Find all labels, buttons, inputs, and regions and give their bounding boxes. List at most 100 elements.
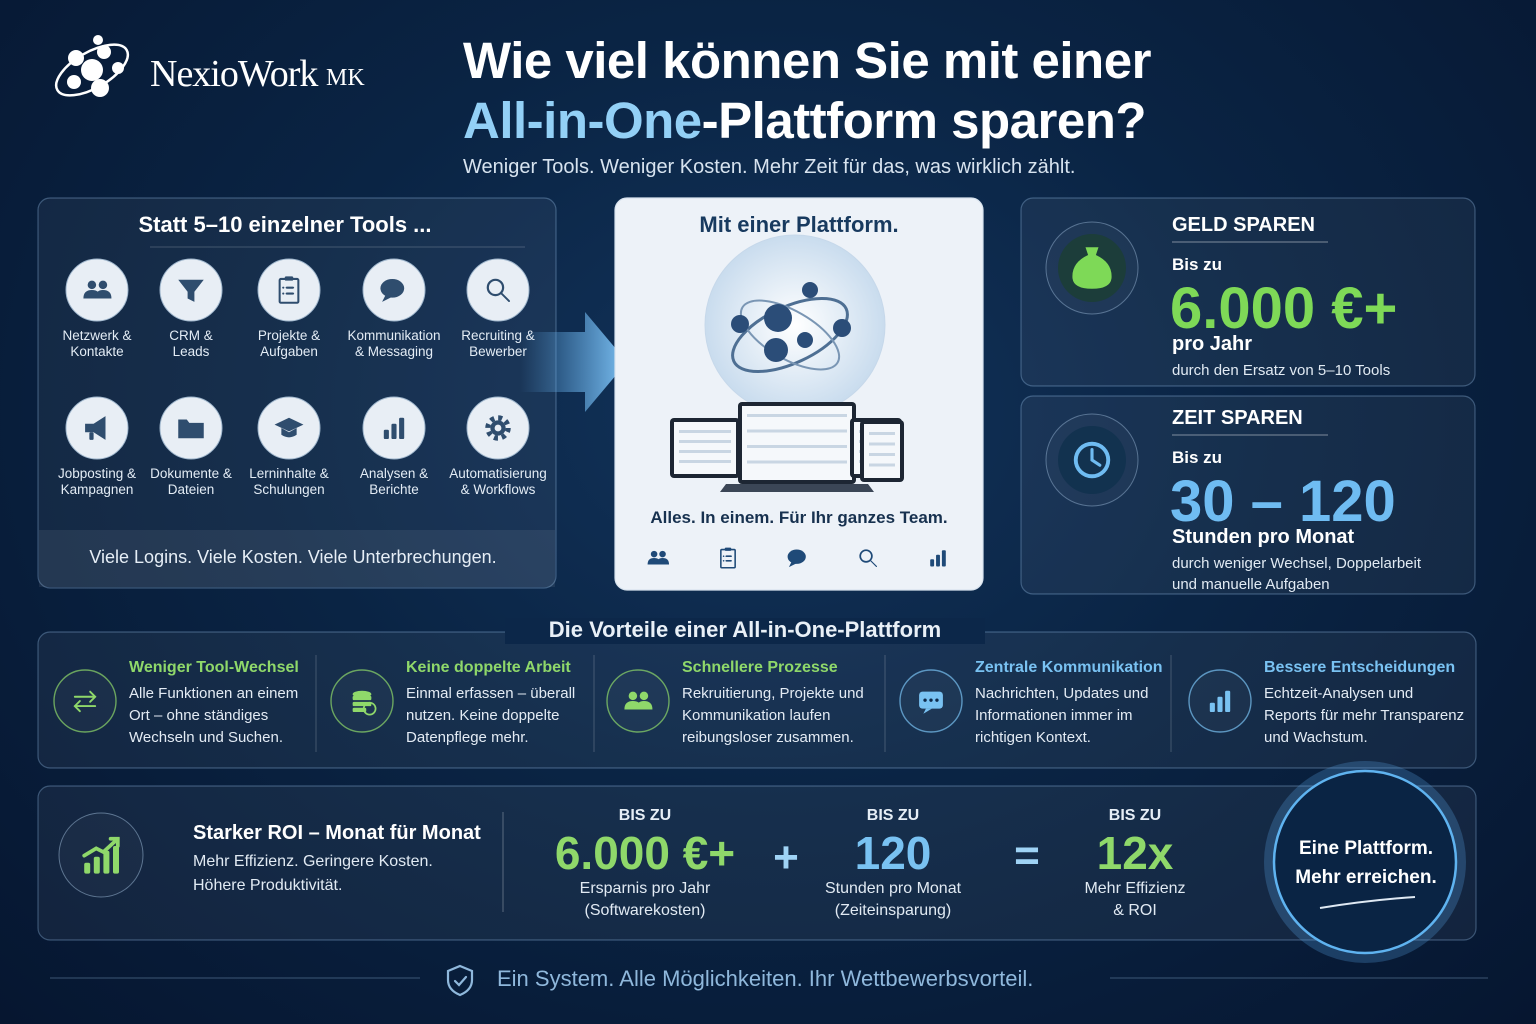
icon-glyph <box>859 549 877 567</box>
glyph-part <box>391 423 397 440</box>
platform-node <box>797 332 813 348</box>
tool-icon <box>257 258 321 322</box>
title-line-2: All-in-One-Plattform sparen? <box>463 90 1147 151</box>
icon-glyph <box>930 550 946 567</box>
roi-icon-ring <box>58 812 144 898</box>
glyph-part <box>282 292 285 295</box>
roi-prefix: BIS ZU <box>618 807 672 824</box>
glyph-part <box>284 276 294 281</box>
glyph-part <box>936 554 940 567</box>
icon-glyph <box>647 550 670 565</box>
savings-icon-ring <box>1045 221 1139 315</box>
badge-glow <box>1264 761 1466 963</box>
glyph-part <box>446 964 474 997</box>
savings-value: 6.000 €+ <box>1170 276 1398 341</box>
device-screen <box>742 406 852 480</box>
screen-line <box>747 460 847 464</box>
savings-card <box>1020 197 1476 387</box>
glyph-part <box>788 561 797 568</box>
benefits-title-bg <box>505 618 985 644</box>
glyph-part <box>725 559 732 562</box>
roi-operator: = <box>1014 831 1040 880</box>
benefit-title: Weniger Tool-Wechsel <box>129 659 299 676</box>
glyph-part <box>1072 247 1112 289</box>
roi-label: Ersparnis pro Jahr (Softwarekosten) <box>579 880 711 920</box>
glyph-part <box>1209 702 1215 713</box>
logo-node <box>67 75 81 89</box>
glyph-part <box>486 278 505 297</box>
icon-glyph <box>485 415 511 441</box>
tools-panel <box>37 197 557 589</box>
savings-unit: pro Jahr <box>1172 333 1253 355</box>
logo-node <box>68 50 84 66</box>
screen-line <box>747 414 847 417</box>
savings-unit: Stunden pro Monat <box>1172 526 1355 548</box>
screen-line <box>679 450 731 453</box>
benefits-title: Die Vorteile einer All-in-One-Plattform <box>548 617 942 642</box>
tool-label: Recruiting & Bewerber <box>461 328 535 360</box>
icon-glyph <box>1073 441 1111 479</box>
glyph-part <box>659 550 666 558</box>
glyph-part <box>113 846 119 874</box>
glyph-part <box>89 432 94 440</box>
platform-node <box>764 338 788 362</box>
glyph-part <box>859 549 873 563</box>
roi-value: 120 <box>854 827 932 879</box>
glyph-part <box>941 550 946 567</box>
glyph-part <box>639 691 649 701</box>
glyph-part <box>84 862 91 874</box>
benefit-text: Einmal erfassen – überall nutzen. Keine … <box>406 685 576 746</box>
benefit-title: Bessere Entscheidungen <box>1264 659 1456 676</box>
tool-label: Jobposting & Kampagnen <box>57 466 137 498</box>
glyph-part <box>82 836 120 858</box>
tool-label: Projekte & Aufgaben <box>257 328 321 360</box>
screen-line <box>869 442 895 446</box>
savings-card <box>1020 395 1476 595</box>
glyph-part <box>98 280 108 290</box>
logo-suffix: MK <box>326 65 365 91</box>
glyph-part <box>87 280 97 290</box>
benefit-title: Schnellere Prozesse <box>682 659 838 676</box>
roi-label: Mehr Effizienz & ROI <box>1084 880 1186 920</box>
roi-value: 6.000 €+ <box>554 827 736 879</box>
tools-footer-band <box>39 530 555 587</box>
platform-title: Mit einer Plattform. <box>699 212 899 237</box>
glyph-part <box>103 850 110 874</box>
glyph-part <box>1217 696 1223 713</box>
roi-prefix: BIS ZU <box>1108 807 1162 824</box>
glyph-part <box>930 559 935 567</box>
glyph-part <box>722 559 725 562</box>
glyph-part <box>73 690 97 713</box>
glyph-part <box>285 292 295 295</box>
icon-glyph <box>624 691 653 710</box>
glyph-part <box>85 416 106 440</box>
glyph-part <box>380 278 405 298</box>
icon-glyph <box>1209 690 1231 713</box>
platform-caption: Alles. In einem. Für Ihr ganzes Team. <box>650 508 948 527</box>
icon-glyph <box>82 836 120 874</box>
icon-glyph <box>919 691 943 714</box>
icon-glyph <box>446 964 474 997</box>
benefit-title: Keine doppelte Arbeit <box>406 659 571 676</box>
icon-glyph <box>1072 247 1112 289</box>
tool-label: Automatisierung & Workflows <box>449 466 547 498</box>
subtitle: Weniger Tools. Weniger Kosten. Mehr Zeit… <box>463 156 1076 178</box>
platform-node <box>833 319 851 337</box>
benefit-icon-ring <box>606 669 670 733</box>
glyph-part <box>453 975 468 987</box>
roi-label: Stunden pro Monat (Zeiteinsparung) <box>824 880 962 920</box>
glyph-part <box>178 279 204 302</box>
glyph-part <box>178 419 204 439</box>
icon-glyph <box>83 280 112 299</box>
screen-line <box>747 429 847 433</box>
logo-node <box>97 45 111 59</box>
roi-text: Mehr Effizienz. Geringere Kosten. Höhere… <box>193 853 433 894</box>
title-line-1: Wie viel können Sie mit einer <box>463 32 1151 89</box>
benefit-text: Alle Funktionen an einem Ort – ohne stän… <box>129 685 299 746</box>
glyph-part <box>352 707 367 713</box>
savings-note: durch den Ersatz von 5–10 Tools <box>1172 362 1391 379</box>
screen-line <box>679 460 731 463</box>
